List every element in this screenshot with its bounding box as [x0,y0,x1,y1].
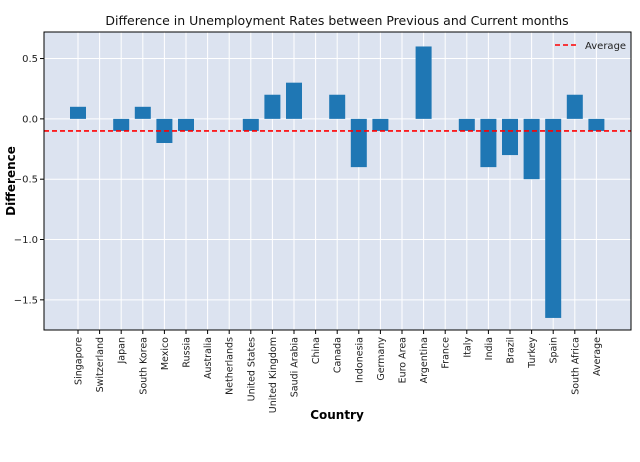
bar-canada [329,94,346,119]
x-tick-label: Italy [462,337,473,358]
bar-argentina [415,46,432,119]
x-tick-label: Brazil [506,337,517,364]
bar-south-korea [134,106,151,119]
x-tick-label: Germany [376,337,387,381]
x-tick-label: Australia [203,337,214,379]
y-axis-ticks: 0.5 0.0 −0.5 −1.0 −1.5 [14,54,44,306]
bar-saudi-arabia [286,82,302,119]
x-axis-label: Country [310,408,364,422]
x-tick-label: South Korea [138,337,149,395]
x-tick-label: Canada [333,337,344,373]
legend-average-label: Average [585,41,626,52]
bar-india [480,118,497,168]
bar-japan [113,118,130,131]
y-tick-label: −1.0 [14,235,38,246]
bar-italy [458,118,475,131]
x-tick-label: Indonesia [354,337,365,383]
x-tick-label: Singapore [74,337,85,385]
x-tick-label: China [311,337,322,364]
y-tick-label: 0.0 [22,114,38,125]
x-tick-label: Euro Area [398,337,409,383]
y-tick-label: 0.5 [22,54,38,65]
x-tick-label: Netherlands [225,337,236,395]
bar-singapore [70,106,86,119]
bar-south-africa [566,94,583,119]
bar-united-kingdom [264,94,281,119]
x-tick-label: United Kingdom [268,337,279,413]
grid-lines [44,32,631,330]
bar-spain [545,118,562,318]
x-tick-label: Average [592,337,603,376]
x-tick-label: Japan [117,337,128,365]
x-tick-label: South Africa [570,337,581,395]
y-tick-label: −1.5 [14,295,38,306]
bar-average [588,118,605,131]
y-axis-label: Difference [4,146,18,216]
x-axis-ticks: Singapore Switzerland Japan South Korea Mexi… [74,330,603,413]
bar-indonesia [350,118,367,168]
x-tick-label: Argentina [419,337,430,383]
bar-russia [178,118,194,131]
bar-brazil [502,118,518,156]
x-tick-label: Turkey [527,337,538,369]
bars [70,46,605,318]
bar-germany [372,118,389,131]
x-tick-label: Mexico [160,337,171,370]
x-tick-label: Spain [549,337,560,364]
chart-title: Difference in Unemployment Rates between… [105,13,568,28]
bar-united-states [242,118,259,131]
x-tick-label: France [441,337,452,369]
x-tick-label: Russia [182,337,193,368]
x-tick-label: India [484,337,495,360]
bar-turkey [523,118,540,180]
y-tick-label: −0.5 [14,175,38,186]
x-tick-label: Saudi Arabia [290,337,301,397]
x-tick-label: United States [246,337,257,401]
x-tick-label: Switzerland [95,337,106,392]
legend: Average [555,41,626,52]
